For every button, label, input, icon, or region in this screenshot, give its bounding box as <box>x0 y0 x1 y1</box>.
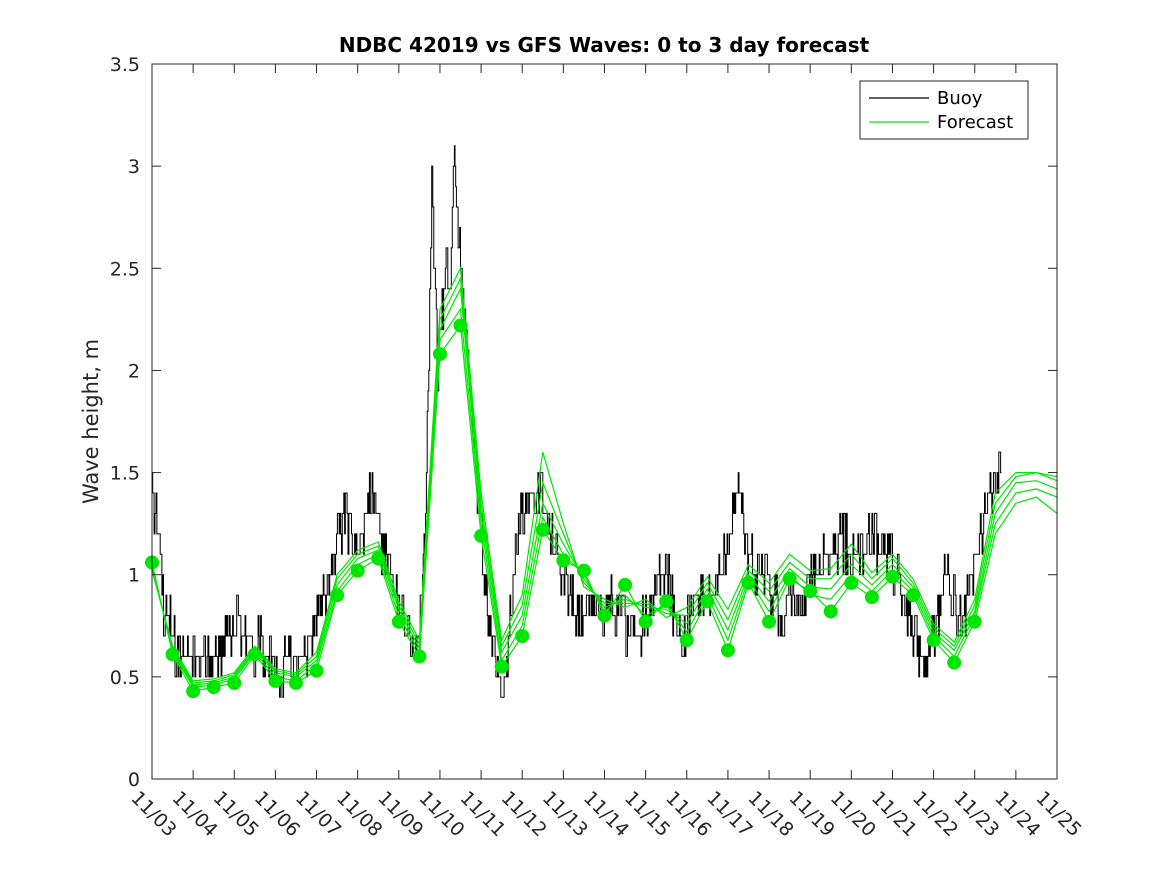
forecast-marker <box>864 590 879 605</box>
y-tick-label: 2.5 <box>110 258 140 280</box>
forecast-marker <box>309 663 324 678</box>
forecast-marker <box>782 571 797 586</box>
forecast-series-line-5 <box>151 266 1058 682</box>
y-axis-label: Wave height, m <box>79 339 103 504</box>
forecast-marker <box>165 647 180 662</box>
forecast-marker <box>720 643 735 658</box>
forecast-marker <box>206 680 221 695</box>
forecast-marker <box>576 563 591 578</box>
legend-label-forecast: Forecast <box>937 112 1013 133</box>
forecast-marker <box>659 594 674 609</box>
forecast-marker <box>186 684 201 699</box>
y-tick-label: 0.5 <box>110 667 140 689</box>
forecast-series-line-4 <box>151 276 1058 684</box>
forecast-marker <box>618 577 633 592</box>
forecast-marker <box>885 569 900 584</box>
forecast-marker <box>926 633 941 648</box>
forecast-marker <box>453 318 468 333</box>
forecast-marker <box>227 675 242 690</box>
forecast-marker <box>967 614 982 629</box>
forecast-marker <box>803 584 818 599</box>
forecast-marker <box>597 608 612 623</box>
legend-box <box>859 80 1029 140</box>
forecast-marker <box>494 659 509 674</box>
forecast-marker <box>556 553 571 568</box>
forecast-marker <box>474 528 489 543</box>
forecast-marker <box>638 614 653 629</box>
forecast-marker <box>762 614 777 629</box>
forecast-marker <box>268 673 283 688</box>
y-tick-label: 1 <box>128 565 140 587</box>
forecast-marker <box>412 649 427 664</box>
forecast-marker <box>906 588 921 603</box>
forecast-marker <box>700 594 715 609</box>
forecast-marker <box>391 614 406 629</box>
forecast-marker <box>823 604 838 619</box>
forecast-marker <box>432 347 447 362</box>
forecast-marker <box>535 522 550 537</box>
forecast-marker <box>371 551 386 566</box>
legend-label-buoy: Buoy <box>937 88 983 109</box>
forecast-marker <box>844 575 859 590</box>
chart-title: NDBC 42019 vs GFS Waves: 0 to 3 day fore… <box>339 33 870 57</box>
y-tick-label: 0 <box>128 769 140 791</box>
forecast-marker <box>679 633 694 648</box>
forecast-marker <box>741 575 756 590</box>
forecast-series-line-3 <box>151 286 1058 686</box>
forecast-marker <box>350 563 365 578</box>
forecast-marker <box>330 588 345 603</box>
forecast-marker <box>515 629 530 643</box>
y-tick-label: 1.5 <box>110 463 140 485</box>
y-tick-label: 2 <box>128 360 140 382</box>
y-tick-label: 3 <box>128 156 140 178</box>
forecast-marker <box>247 647 262 662</box>
forecast-marker <box>947 655 962 670</box>
buoy-series-line <box>152 145 1002 698</box>
forecast-marker <box>288 675 303 690</box>
y-tick-label: 3.5 <box>110 54 140 76</box>
